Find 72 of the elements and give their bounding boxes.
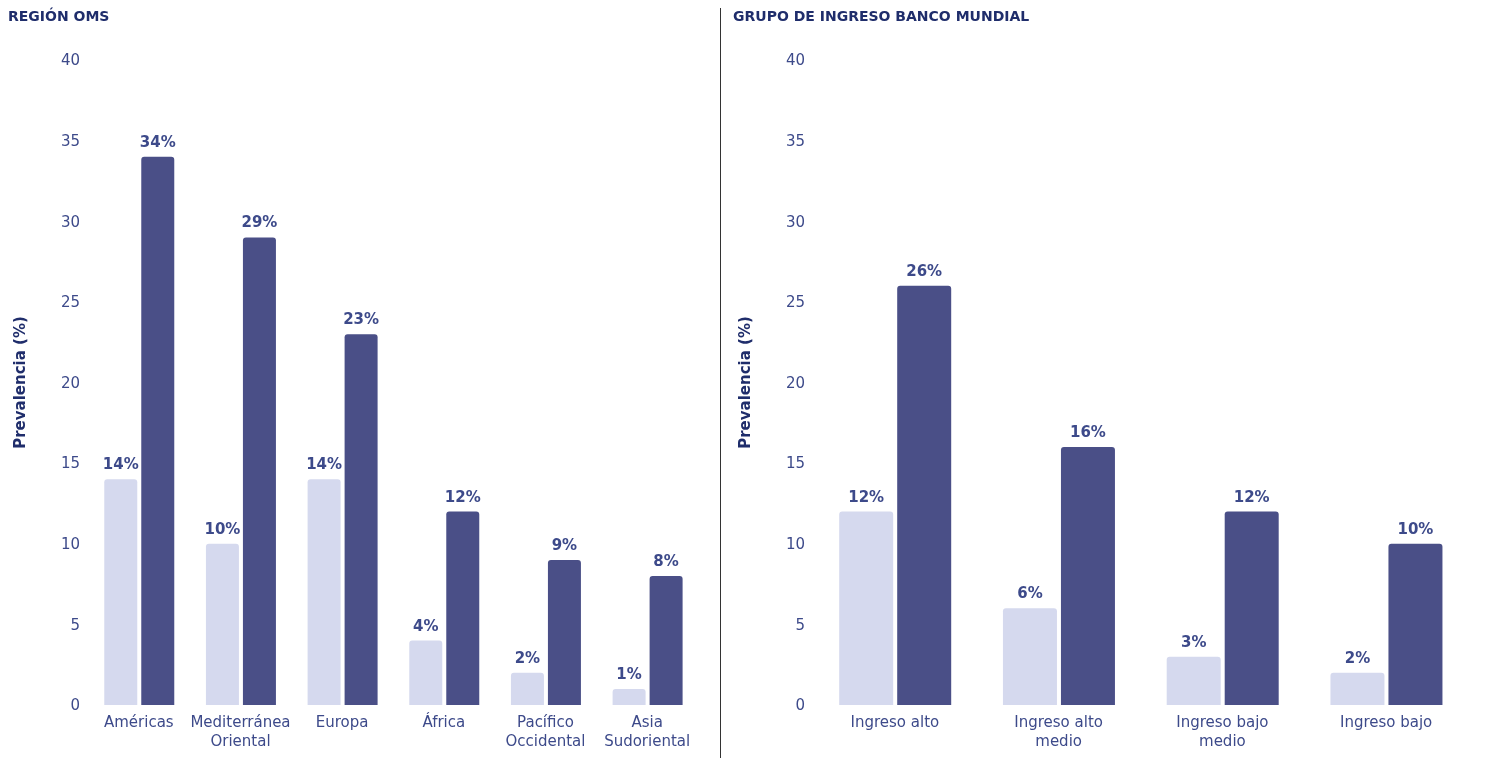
y-tick-label: 40 bbox=[785, 51, 805, 70]
bar bbox=[649, 576, 683, 705]
y-tick-label: 25 bbox=[785, 293, 805, 312]
data-label: 29% bbox=[241, 213, 278, 232]
bar bbox=[409, 640, 443, 705]
x-tick-label: Asia Sudoriental bbox=[604, 713, 691, 750]
y-tick-label: 20 bbox=[785, 373, 805, 392]
bar bbox=[1166, 656, 1221, 705]
y-tick-label: 20 bbox=[60, 373, 80, 392]
data-label: 10% bbox=[204, 519, 241, 538]
bar bbox=[510, 672, 544, 705]
data-label: 1% bbox=[616, 664, 642, 683]
x-tick-label: Pacífico Occidental bbox=[505, 713, 586, 750]
chart-title: GRUPO DE INGRESO BANCO MUNDIAL bbox=[733, 8, 1031, 26]
bar bbox=[839, 511, 894, 705]
bar bbox=[141, 156, 175, 705]
data-label: 12% bbox=[1233, 487, 1270, 506]
y-tick-label: 15 bbox=[60, 454, 80, 473]
bar bbox=[1060, 447, 1115, 705]
data-label: 8% bbox=[653, 552, 679, 570]
data-label: 12% bbox=[848, 487, 885, 506]
y-tick-label: 35 bbox=[785, 131, 805, 150]
data-label: 6% bbox=[1017, 584, 1043, 603]
bar bbox=[547, 559, 581, 705]
x-tick-label: Ingreso alto bbox=[850, 713, 940, 731]
bar bbox=[242, 237, 276, 705]
y-tick-label: 10 bbox=[60, 535, 80, 554]
data-label: 23% bbox=[343, 310, 380, 329]
bar bbox=[897, 285, 952, 705]
y-tick-label: 30 bbox=[60, 212, 80, 231]
bar bbox=[104, 479, 138, 705]
y-tick-label: 35 bbox=[60, 131, 80, 150]
x-tick-label: Américas bbox=[103, 713, 174, 731]
x-tick-label: Europa bbox=[315, 713, 369, 731]
y-tick-label: 30 bbox=[785, 212, 805, 231]
chart-title: REGIÓN OMS bbox=[8, 8, 111, 26]
data-label: 14% bbox=[102, 455, 139, 474]
x-tick-label: Mediterránea Oriental bbox=[190, 713, 291, 750]
data-label: 10% bbox=[1397, 519, 1434, 538]
bar bbox=[1224, 511, 1279, 705]
y-tick-label: 25 bbox=[60, 293, 80, 312]
y-axis-title: Prevalencia (%) bbox=[736, 316, 755, 449]
data-label: 34% bbox=[139, 132, 176, 151]
y-tick-label: 5 bbox=[70, 615, 80, 634]
data-label: 16% bbox=[1070, 423, 1106, 441]
bar bbox=[612, 688, 646, 705]
bar bbox=[1388, 543, 1443, 705]
y-tick-label: 0 bbox=[70, 696, 80, 715]
bar bbox=[307, 479, 341, 705]
bar bbox=[1330, 672, 1385, 705]
data-label: 4% bbox=[413, 616, 439, 635]
data-label: 12% bbox=[444, 487, 481, 506]
y-axis-title: Prevalencia (%) bbox=[11, 316, 30, 449]
data-label: 9% bbox=[551, 535, 578, 554]
data-label: 26% bbox=[906, 261, 943, 280]
y-tick-label: 10 bbox=[785, 535, 805, 554]
data-label: 14% bbox=[306, 455, 343, 474]
x-tick-label: Ingreso bajo medio bbox=[1176, 713, 1269, 750]
y-tick-label: 5 bbox=[795, 615, 805, 634]
x-tick-label: Ingreso bajo bbox=[1339, 713, 1433, 731]
x-tick-label: Ingreso alto medio bbox=[1014, 713, 1103, 750]
data-label: 2% bbox=[1344, 648, 1371, 667]
data-label: 2% bbox=[514, 648, 541, 667]
y-tick-label: 15 bbox=[785, 454, 805, 473]
bar bbox=[1002, 608, 1057, 705]
x-tick-label: África bbox=[422, 712, 466, 731]
bar bbox=[205, 543, 239, 705]
y-tick-label: 40 bbox=[60, 51, 80, 70]
data-label: 3% bbox=[1180, 632, 1207, 651]
y-tick-label: 0 bbox=[795, 696, 805, 715]
bar bbox=[446, 511, 480, 705]
bar bbox=[344, 334, 378, 705]
